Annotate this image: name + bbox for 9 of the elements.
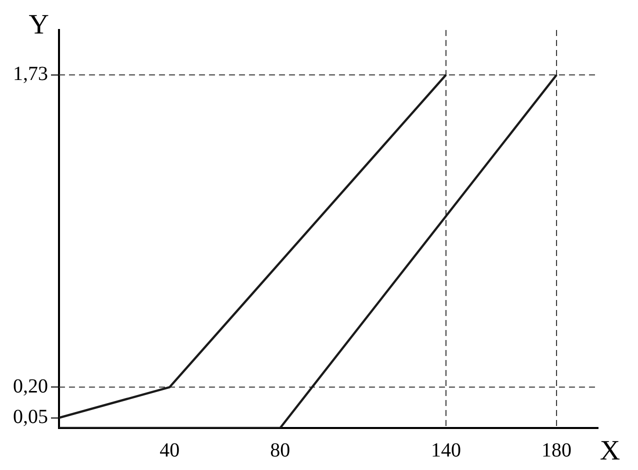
y-tick-label: 1,73 — [13, 63, 48, 86]
x-tick-label: 40 — [160, 439, 180, 462]
y-axis-title: Y — [28, 9, 49, 40]
x-tick-label: 180 — [542, 439, 572, 462]
x-axis-title: X — [600, 435, 620, 466]
x-tick-label: 80 — [270, 439, 290, 462]
y-tick-label: 0,20 — [13, 375, 48, 398]
y-tick-label: 0,05 — [13, 406, 48, 428]
x-tick-label: 140 — [430, 439, 461, 462]
